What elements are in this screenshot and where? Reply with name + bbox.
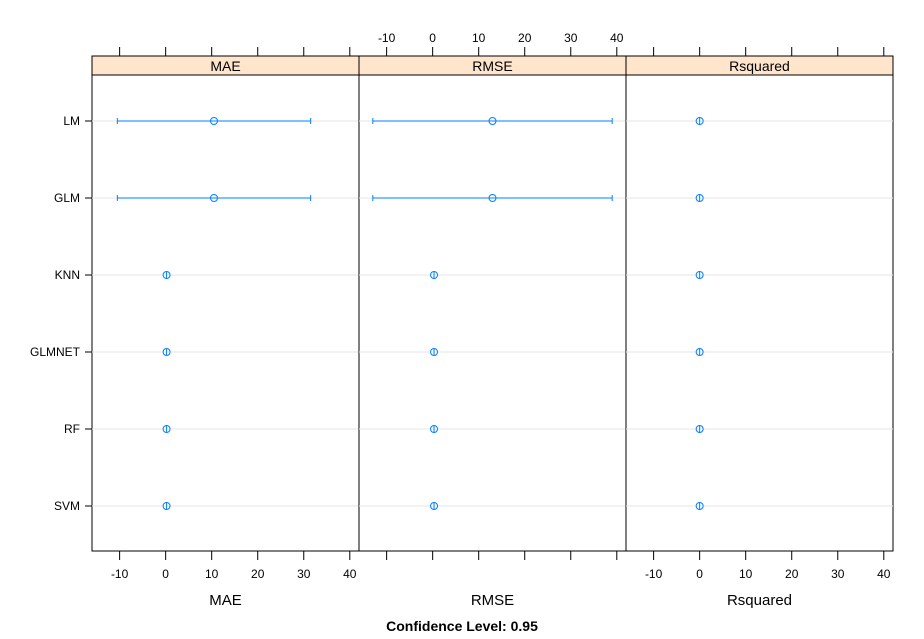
top-tick-label: 20 <box>518 31 532 45</box>
panel-border <box>358 74 627 552</box>
x-axis-title: Rsquared <box>727 592 792 609</box>
x-axis-title: MAE <box>209 592 242 609</box>
point-glmnet <box>695 348 704 356</box>
top-tick-label: 40 <box>610 31 624 45</box>
point-glm <box>209 194 218 202</box>
point-svm <box>695 502 704 510</box>
panel-border <box>625 74 894 552</box>
point-svm <box>162 502 171 510</box>
top-tick-label: -10 <box>378 31 396 45</box>
bottom-tick-label: 20 <box>785 567 799 581</box>
point-lm <box>209 117 218 125</box>
bottom-tick-label: 40 <box>877 567 891 581</box>
y-label-svm: SVM <box>54 499 80 513</box>
strip-label: MAE <box>210 58 240 74</box>
point-svm <box>430 502 439 510</box>
point-glm <box>488 194 497 202</box>
bottom-tick-label: 30 <box>297 567 311 581</box>
bottom-tick-label: 40 <box>343 567 357 581</box>
y-label-lm: LM <box>63 114 80 128</box>
top-tick-label: 30 <box>564 31 578 45</box>
bottom-tick-label: 10 <box>205 567 219 581</box>
bottom-tick-label: -10 <box>645 567 663 581</box>
plot-frame <box>91 55 894 552</box>
point-rf <box>430 425 439 433</box>
point-knn <box>430 271 439 279</box>
bottom-tick-label: 0 <box>696 567 703 581</box>
point-glmnet <box>162 348 171 356</box>
point-glm <box>695 194 704 202</box>
panel-mae: MAE -10 0 10 20 30 40 MAE <box>91 47 360 609</box>
y-label-glmnet: GLMNET <box>30 345 81 359</box>
x-axis-title: RMSE <box>471 592 514 609</box>
strip-label: RMSE <box>472 58 512 74</box>
bottom-tick-label: 0 <box>162 567 169 581</box>
y-label-knn: KNN <box>55 268 80 282</box>
bottom-tick-label: 20 <box>251 567 265 581</box>
point-lm <box>488 117 497 125</box>
panel-border <box>91 74 360 552</box>
point-glmnet <box>430 348 439 356</box>
bottom-tick-label: 30 <box>831 567 845 581</box>
panel-rsquared: Rsquared -10 0 10 20 30 40 Rsquared <box>625 47 894 609</box>
point-lm <box>695 117 704 125</box>
top-tick-label: 0 <box>429 31 436 45</box>
point-knn <box>695 271 704 279</box>
top-tick-label: 10 <box>472 31 486 45</box>
strip-label: Rsquared <box>729 58 790 74</box>
confidence-caption: Confidence Level: 0.95 <box>386 618 538 634</box>
bottom-tick-label: 10 <box>739 567 753 581</box>
bottom-tick-label: -10 <box>111 567 129 581</box>
panel-rmse: RMSE -10 0 10 20 30 40 RMSE <box>358 31 627 609</box>
y-label-glm: GLM <box>54 191 80 205</box>
point-knn <box>162 271 171 279</box>
point-rf <box>162 425 171 433</box>
y-label-rf: RF <box>64 422 80 436</box>
point-rf <box>695 425 704 433</box>
